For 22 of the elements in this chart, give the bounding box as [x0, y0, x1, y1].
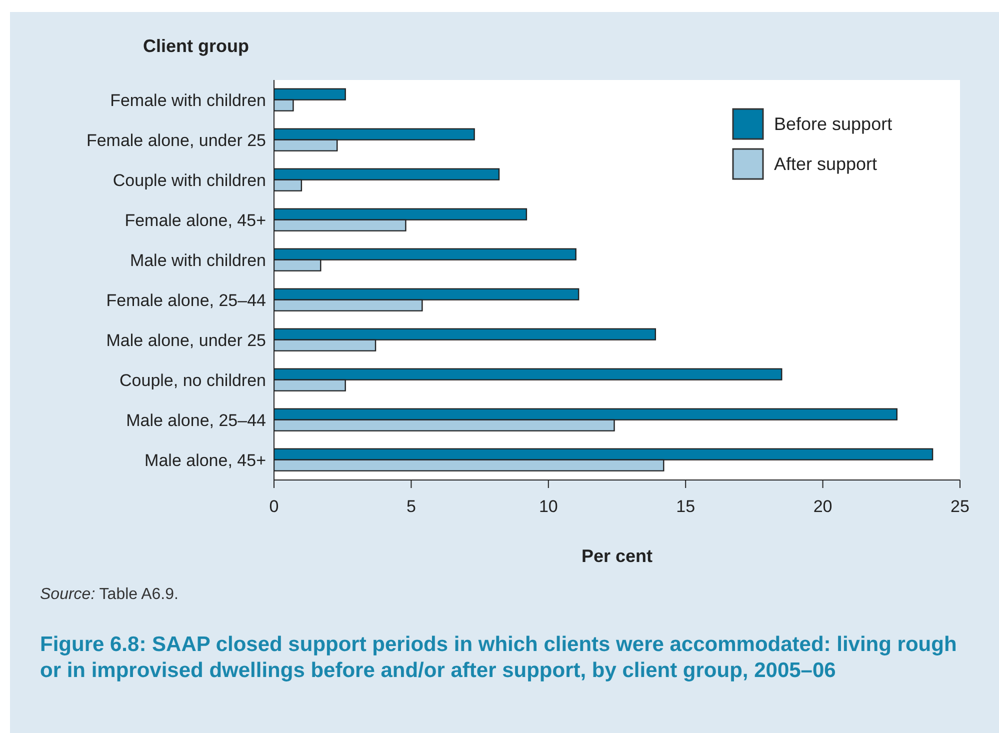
y-tick-label: Male with children [130, 251, 266, 270]
x-tick-label: 20 [813, 497, 832, 516]
y-tick-label: Female alone, 45+ [124, 211, 266, 230]
y-axis-title: Client group [143, 36, 249, 57]
y-tick-label: Female with children [110, 91, 266, 110]
y-tick-label: Male alone, 25–44 [126, 411, 266, 430]
x-tick-label: 10 [538, 497, 558, 516]
x-axis-title: Per cent [580, 546, 654, 567]
legend-label: After support [774, 154, 878, 174]
legend-label: Before support [774, 114, 892, 134]
y-tick-label: Couple, no children [120, 371, 266, 390]
x-tick-label: 25 [950, 497, 970, 516]
y-tick-label: Female alone, 25–44 [106, 291, 266, 310]
y-tick-label: Couple with children [112, 171, 266, 190]
y-tick-label: Male alone, 45+ [144, 451, 266, 470]
text: Figure 6.8: SAAP closed support periods in which clients were accommodated: living rough or in improvised dwellings before and/or after support, by client group, 2005–06 [40, 632, 958, 684]
source-note: Source: Table A6.9. [40, 586, 178, 603]
x-tick-label: 15 [676, 497, 696, 516]
y-tick-label: Female alone, under 25 [86, 131, 266, 150]
x-tick-label: 0 [269, 497, 279, 516]
y-tick-label: Male alone, under 25 [106, 331, 266, 350]
x-tick-label: 5 [406, 497, 416, 516]
